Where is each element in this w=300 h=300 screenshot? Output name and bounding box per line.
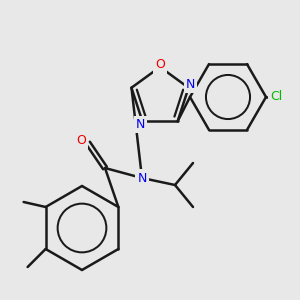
Text: N: N — [186, 78, 195, 91]
Text: N: N — [137, 172, 147, 184]
Text: Cl: Cl — [270, 91, 282, 103]
Text: O: O — [155, 58, 165, 71]
Text: O: O — [76, 134, 86, 146]
Text: N: N — [136, 118, 145, 131]
